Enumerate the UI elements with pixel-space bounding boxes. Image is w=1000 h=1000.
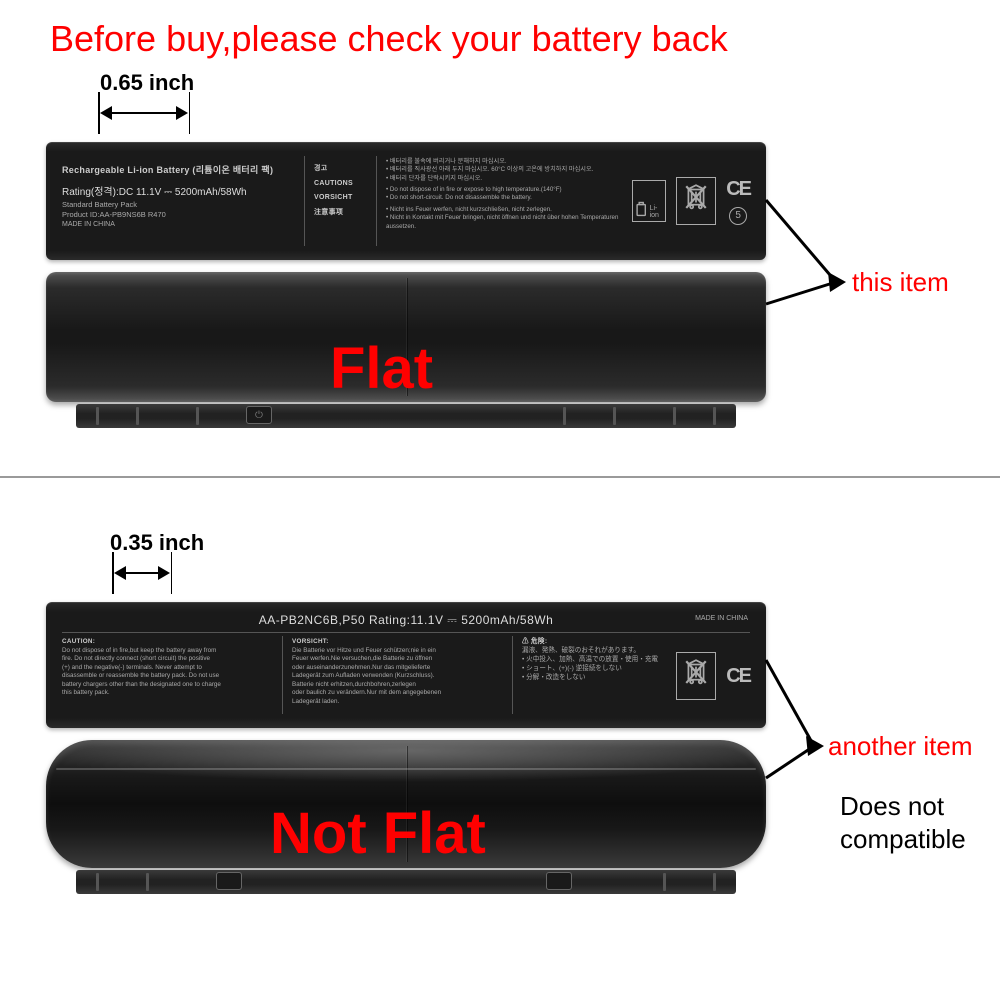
w: • ショート、(+)(-) 逆接続をしない bbox=[522, 665, 672, 674]
measure-label-top: 0.65 inch bbox=[100, 70, 194, 96]
pointer-text-top: this item bbox=[852, 266, 949, 299]
label-line: Product ID:AA-PB9NS6B R470 bbox=[62, 210, 292, 220]
pointer-text-bottom-1: another item bbox=[828, 730, 973, 763]
w: 漏液、発熱、破裂のおそれがあります。 bbox=[522, 647, 672, 656]
w: • 分解・改造をしない bbox=[522, 674, 672, 683]
measure-label-bottom: 0.35 inch bbox=[110, 530, 204, 556]
pointer-text-bottom-2: Does not compatible bbox=[840, 790, 966, 855]
label-line: MADE IN CHINA bbox=[62, 220, 292, 229]
connector-strip-bottom bbox=[76, 870, 736, 894]
hdr: CAUTIONS bbox=[314, 177, 370, 192]
fine: • Nicht ins Feuer werfen, nicht kurzschl… bbox=[386, 206, 646, 214]
fine: • 배터리를 직사광선 아래 두지 마십시오. 60°C 이상의 고온에 방치하… bbox=[386, 166, 646, 174]
section-divider bbox=[0, 476, 1000, 478]
c: battery chargers other than the designat… bbox=[62, 681, 272, 690]
model-line: AA-PB2NC6B,P50 Rating:11.1V ⎓ 5200mAh/58… bbox=[259, 613, 554, 627]
page-title: Before buy,please check your battery bac… bbox=[50, 18, 728, 60]
v: Ladegerät laden. bbox=[292, 698, 502, 707]
pointer-bottom bbox=[756, 660, 826, 785]
v: oder auseinanderzunehmen.Nur das mitgeli… bbox=[292, 664, 502, 673]
hdr: 경고 bbox=[314, 162, 370, 177]
v: Ladegerät zum Aufladen verwenden (Kurzsc… bbox=[292, 672, 502, 681]
cert-icons-bottom: CE bbox=[676, 638, 750, 714]
c: this battery pack. bbox=[62, 689, 272, 698]
c: fire. Do not directly connect (short cir… bbox=[62, 655, 272, 664]
c: Do not dispose of in fire,but keep the b… bbox=[62, 647, 272, 656]
bin-icon bbox=[676, 177, 716, 225]
measure-arrow-bottom bbox=[112, 560, 172, 586]
label-line: Rating(정격):DC 11.1V ⎓ 5200mAh/58Wh bbox=[62, 186, 292, 200]
fine: • Nicht in Kontakt mit Feuer bringen, ni… bbox=[386, 214, 646, 231]
vorsicht-hdr: VORSICHT: bbox=[292, 638, 502, 647]
caution-hdr: CAUTION: bbox=[62, 638, 272, 647]
w: • 火中投入、加熱、高温での放置・使用・充電 bbox=[522, 656, 672, 665]
cert-icons-top: Li-ion CE 5 bbox=[632, 156, 750, 246]
warn-hdr: ⚠ 危険: bbox=[522, 638, 672, 647]
circ-icon: 5 bbox=[729, 207, 747, 225]
flat-label: Flat bbox=[330, 335, 433, 402]
v: Die Batterie vor Hitze und Feuer schütze… bbox=[292, 647, 502, 656]
battery-label-bottom: AA-PB2NC6B,P50 Rating:11.1V ⎓ 5200mAh/58… bbox=[46, 602, 766, 728]
pointer-top bbox=[756, 200, 846, 315]
fine: • Do not dispose of in fire or expose to… bbox=[386, 186, 646, 194]
c: (+) and the negative(-) terminals. Never… bbox=[62, 664, 272, 673]
hdr: 注意事项 bbox=[314, 206, 370, 221]
c: disassemble or reassemble the battery pa… bbox=[62, 672, 272, 681]
bin-icon bbox=[676, 652, 716, 700]
fine: • Do not short-circuit. Do not disassemb… bbox=[386, 194, 646, 202]
v: Batterie nicht erhitzen,durchbohren,zerl… bbox=[292, 681, 502, 690]
label-line: Standard Battery Pack bbox=[62, 200, 292, 210]
hdr: VORSICHT bbox=[314, 191, 370, 206]
v: Feuer werfen.Nie versuchen,die Batterie … bbox=[292, 655, 502, 664]
ce-icon: CE bbox=[726, 665, 750, 688]
fine: • 배터리 단자를 단락시키지 마십시오. bbox=[386, 175, 646, 183]
label-line: Rechargeable Li-ion Battery (리튬이온 배터리 팩) bbox=[62, 164, 292, 176]
connector-strip-top: ⏻ bbox=[76, 404, 736, 428]
battery-label-top: Rechargeable Li-ion Battery (리튬이온 배터리 팩)… bbox=[46, 142, 766, 260]
li-ion-icon: Li-ion bbox=[632, 180, 666, 222]
not-flat-label: Not Flat bbox=[270, 800, 486, 867]
measure-arrow-top bbox=[98, 100, 190, 126]
ce-icon: CE bbox=[726, 178, 750, 201]
made-in: MADE IN CHINA bbox=[695, 614, 748, 623]
v: oder baulich zu verändern.Nur mit dem an… bbox=[292, 689, 502, 698]
